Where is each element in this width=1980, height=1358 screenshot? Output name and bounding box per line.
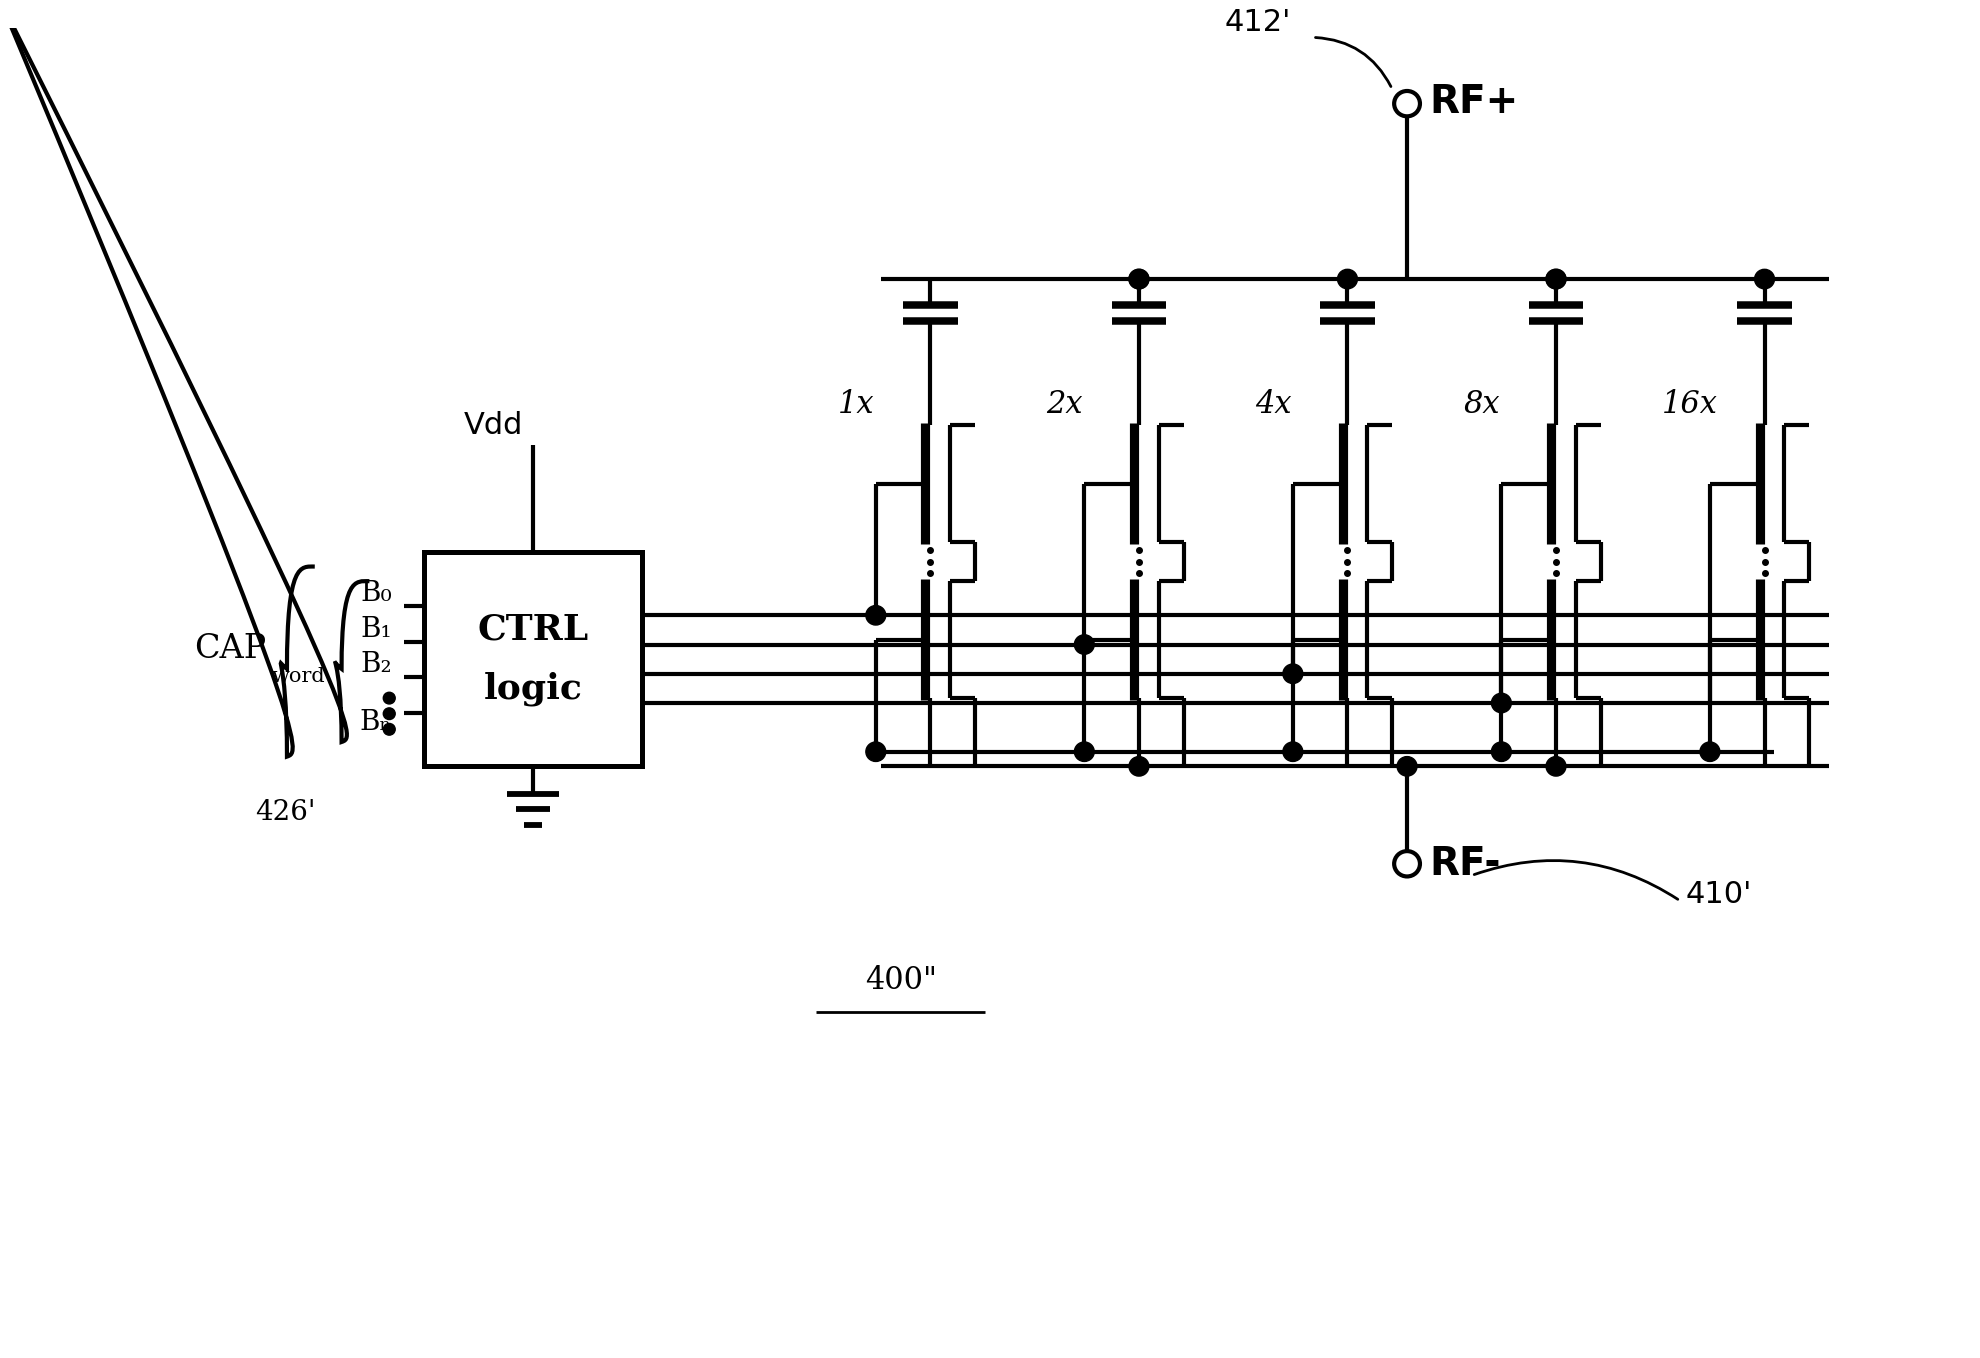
Bar xyxy=(424,551,642,766)
Text: word: word xyxy=(271,667,325,686)
Circle shape xyxy=(1283,664,1303,683)
Circle shape xyxy=(1129,269,1148,289)
Text: 426': 426' xyxy=(255,799,315,826)
Circle shape xyxy=(384,693,396,703)
Circle shape xyxy=(1129,269,1148,289)
Text: 4x: 4x xyxy=(1255,390,1291,421)
Circle shape xyxy=(1546,269,1566,289)
Text: 410': 410' xyxy=(1685,880,1752,909)
Circle shape xyxy=(865,741,885,762)
Circle shape xyxy=(1283,741,1303,762)
Circle shape xyxy=(1075,741,1095,762)
Text: RF-: RF- xyxy=(1430,845,1501,883)
Text: 8x: 8x xyxy=(1463,390,1499,421)
Text: CTRL: CTRL xyxy=(477,612,588,646)
Text: CAP: CAP xyxy=(194,633,267,665)
Text: B₂: B₂ xyxy=(360,652,392,679)
Circle shape xyxy=(1394,91,1420,117)
Text: 400": 400" xyxy=(865,966,937,997)
Text: RF+: RF+ xyxy=(1430,83,1519,121)
Text: Bₙ: Bₙ xyxy=(360,709,392,736)
Circle shape xyxy=(1491,693,1511,713)
Text: B₀: B₀ xyxy=(360,580,392,607)
Circle shape xyxy=(1546,269,1566,289)
Circle shape xyxy=(1338,269,1358,289)
Circle shape xyxy=(1394,851,1420,876)
Text: Vdd: Vdd xyxy=(463,411,523,440)
Text: 1x: 1x xyxy=(838,390,875,421)
Text: B₁: B₁ xyxy=(360,617,392,644)
Circle shape xyxy=(1491,741,1511,762)
Text: 412': 412' xyxy=(1226,8,1291,37)
Text: 16x: 16x xyxy=(1661,390,1719,421)
Circle shape xyxy=(865,606,885,625)
Circle shape xyxy=(1398,756,1418,775)
Circle shape xyxy=(1701,741,1721,762)
Circle shape xyxy=(384,724,396,735)
Circle shape xyxy=(1546,756,1566,775)
Circle shape xyxy=(1754,269,1774,289)
Circle shape xyxy=(384,708,396,720)
Circle shape xyxy=(1075,634,1095,655)
Circle shape xyxy=(1129,756,1148,775)
Text: logic: logic xyxy=(483,671,582,706)
Text: 2x: 2x xyxy=(1045,390,1083,421)
